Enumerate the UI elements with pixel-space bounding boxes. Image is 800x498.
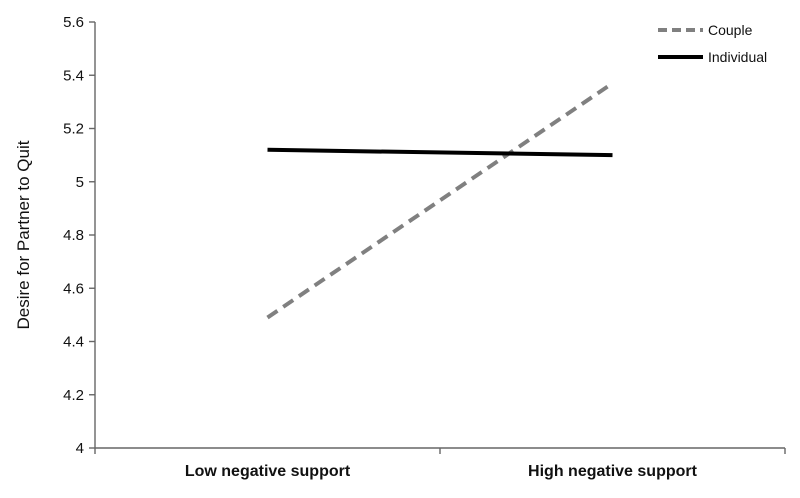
y-tick-label: 5.4 bbox=[63, 67, 84, 84]
y-tick-label: 5 bbox=[76, 174, 84, 191]
y-tick-label: 5.2 bbox=[63, 121, 84, 138]
x-axis-ticks: Low negative support High negative suppor… bbox=[94, 448, 786, 480]
x-category-label: High negative support bbox=[528, 463, 698, 480]
legend-label: Couple bbox=[708, 22, 753, 38]
y-axis-title: Desire for Partner to Quit bbox=[14, 140, 33, 329]
legend: Couple Individual bbox=[658, 22, 767, 65]
y-tick-label: 5.6 bbox=[63, 14, 84, 31]
y-axis-ticks: 4 4.2 4.4 4.6 4.8 5 5.2 5.4 5.6 bbox=[63, 14, 95, 457]
series-line-couple bbox=[266, 81, 614, 320]
series-line-individual bbox=[267, 147, 613, 158]
x-category-label: Low negative support bbox=[185, 463, 351, 480]
series-layer bbox=[266, 81, 614, 320]
y-tick-label: 4.8 bbox=[63, 227, 84, 244]
y-tick-label: 4 bbox=[76, 440, 84, 457]
legend-label: Individual bbox=[708, 49, 767, 65]
y-tick-label: 4.4 bbox=[63, 334, 84, 351]
y-tick-label: 4.2 bbox=[63, 387, 84, 404]
y-tick-label: 4.6 bbox=[63, 280, 84, 297]
